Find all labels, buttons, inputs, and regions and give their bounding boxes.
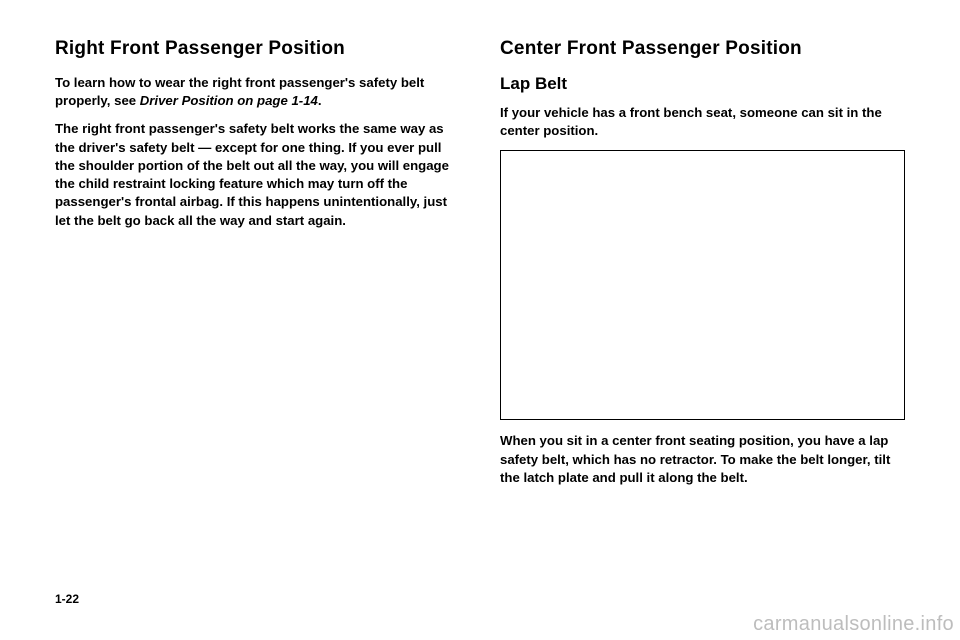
page-number: 1-22 [55,592,79,606]
page-content: Right Front Passenger Position To learn … [0,0,960,497]
right-section-title: Center Front Passenger Position [500,38,905,60]
right-paragraph-1: If your vehicle has a front bench seat, … [500,104,905,140]
right-paragraph-2: When you sit in a center front seating p… [500,432,905,487]
watermark-text: carmanualsonline.info [753,613,954,636]
right-subsection-title: Lap Belt [500,74,905,94]
diagram-placeholder [500,150,905,420]
left-p1-text-b: . [318,93,322,108]
left-paragraph-1: To learn how to wear the right front pas… [55,74,460,110]
left-column: Right Front Passenger Position To learn … [55,38,460,497]
left-section-title: Right Front Passenger Position [55,38,460,60]
left-paragraph-2: The right front passenger's safety belt … [55,120,460,229]
left-p1-reference: Driver Position on page 1-14 [140,93,318,108]
right-column: Center Front Passenger Position Lap Belt… [500,38,905,497]
